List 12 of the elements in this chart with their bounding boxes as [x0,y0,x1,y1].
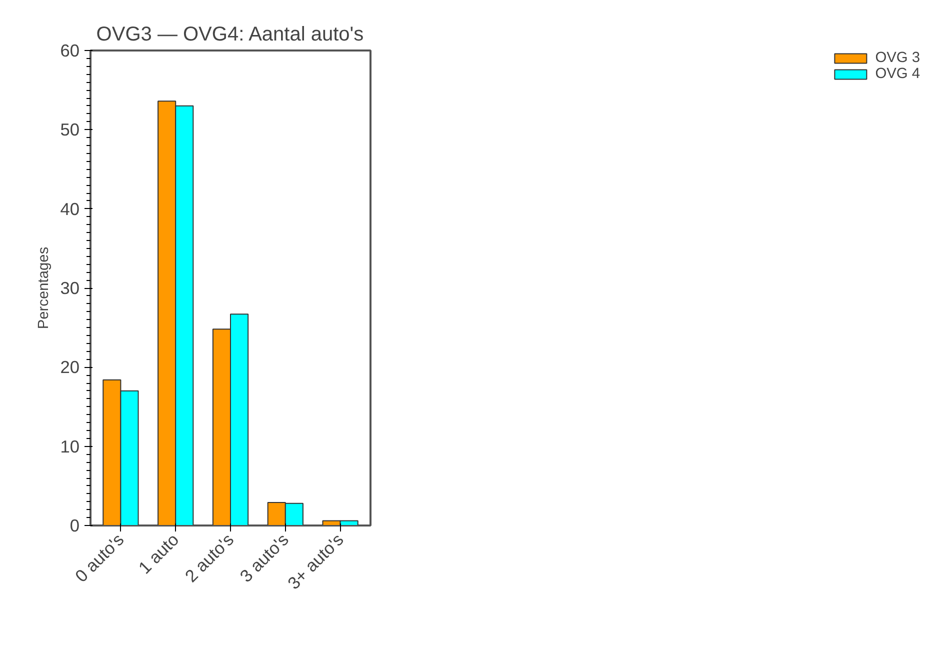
y-tick-label: 0 [70,516,80,536]
legend-label: OVG 4 [875,66,920,82]
y-axis-title: Percentages [36,246,52,330]
x-tick-label: 1 auto [134,529,183,578]
y-tick-label: 10 [60,436,80,456]
y-tick-label: 20 [60,357,80,378]
chart-title: OVG3 — OVG4: Aantal auto's [96,24,364,46]
y-tick-label: 60 [60,40,80,60]
legend-label: OVG 3 [875,50,920,66]
y-tick-label: 50 [60,120,80,140]
y-tick-label: 30 [60,278,80,298]
y-tick-label: 40 [60,198,80,219]
